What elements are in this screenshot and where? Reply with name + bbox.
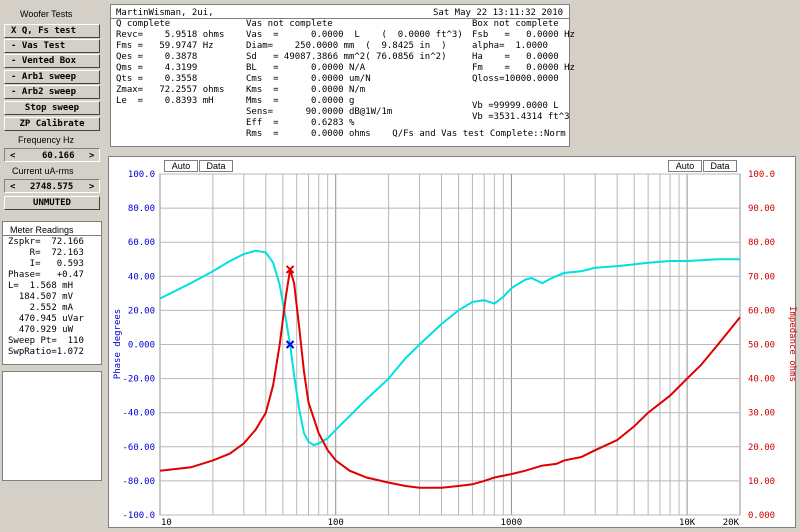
frequency-stepper — [4, 148, 100, 162]
vas-result-line: Vas = 0.0000 L ( 0.0000 ft^3) — [246, 30, 463, 40]
meter-reading-line: R= 72.163 — [8, 248, 84, 258]
current-stepper — [4, 179, 100, 193]
q-result-line: Q complete — [116, 19, 171, 29]
blank-panel — [2, 371, 102, 481]
vas-result-line: BL = 0.0000 N/A — [246, 63, 366, 73]
box-result-line: Fsb = 0.0000 Hz — [472, 30, 575, 40]
vas-result-line: Cms = 0.0000 um/N — [246, 74, 371, 84]
box-volume-line: Vb =99999.0000 L — [472, 101, 559, 111]
frequency-value: 60.166 — [42, 151, 75, 161]
meter-reading-line: 470.929 uW — [8, 325, 74, 335]
vas-result-line: Kms = 0.0000 N/m — [246, 85, 366, 95]
results-panel — [110, 4, 570, 147]
woofer-tests-title: Woofer Tests — [20, 9, 73, 19]
vas-result-line: Sens= 90.0000 dB@1W/1m — [246, 107, 393, 117]
q-result-line: Qms = 4.3199 — [116, 63, 198, 73]
current-decrement-button[interactable]: < — [10, 182, 16, 192]
box-result-line: Box not complete — [472, 19, 559, 29]
vas-result-line: Vas not complete — [246, 19, 333, 29]
q-result-line: Fms = 59.9747 Hz — [116, 41, 214, 51]
q-result-line: Zmax= 72.2557 ohms — [116, 85, 225, 95]
vas-result-line: Sd = 49087.3866 mm^2( 76.0856 in^2) — [246, 52, 447, 62]
meter-reading-line: L= 1.568 mH — [8, 281, 74, 291]
vas-test-button[interactable]: - Vas Test — [4, 39, 100, 53]
timestamp: Sat May 22 13:11:32 2010 — [433, 8, 564, 18]
operator-name: MartinWisman, 2ui, — [116, 8, 214, 18]
meter-readings-title: Meter Readings — [10, 225, 74, 235]
q-result-line: Qts = 0.3558 — [116, 74, 198, 84]
vas-result-line: Diam= 250.0000 mm ( 9.8425 in ) — [246, 41, 447, 51]
meter-reading-line: SwpRatio=1.072 — [8, 347, 84, 357]
frequency-decrement-button[interactable]: < — [10, 151, 16, 161]
q-result-line: Qes = 0.3878 — [116, 52, 198, 62]
vented-box-button[interactable]: - Vented Box — [4, 54, 100, 68]
meter-reading-line: 2.552 mA — [8, 303, 74, 313]
frequency-increment-button[interactable]: > — [89, 151, 95, 161]
vas-result-line: Rms = 0.0000 ohms Q/Fs and Vas test Comp… — [246, 129, 566, 139]
frequency-label: Frequency Hz — [18, 135, 75, 145]
box-result-line: alpha= 1.0000 — [472, 41, 548, 51]
qfs-test-button[interactable]: X Q, Fs test — [4, 24, 100, 38]
current-value: 2748.575 — [30, 182, 74, 192]
stop-sweep-button[interactable]: Stop sweep — [4, 101, 100, 115]
meter-readings-panel — [2, 221, 102, 365]
meter-reading-line: Sweep Pt= 110 — [8, 336, 84, 346]
left-auto-button[interactable]: Auto — [164, 160, 198, 172]
q-result-line: Le = 0.8393 mH — [116, 96, 214, 106]
current-label: Current uA-rms — [12, 166, 74, 176]
right-auto-button[interactable]: Auto — [668, 160, 702, 172]
mute-toggle-button[interactable]: UNMUTED — [4, 196, 100, 210]
arb2-sweep-button[interactable]: - Arb2 sweep — [4, 85, 100, 99]
vas-result-line: Eff = 0.6283 % — [246, 118, 355, 128]
meter-reading-line: Phase= +0.47 — [8, 270, 84, 280]
right-data-button[interactable]: Data — [703, 160, 737, 172]
box-volume-line: Vb =3531.4314 ft^3 — [472, 112, 570, 122]
meter-reading-line: 470.945 uVar — [8, 314, 84, 324]
arb1-sweep-button[interactable]: - Arb1 sweep — [4, 70, 100, 84]
box-result-line: Ha = 0.0000 — [472, 52, 559, 62]
current-increment-button[interactable]: > — [89, 182, 95, 192]
meter-reading-line: Zspkr= 72.166 — [8, 237, 84, 247]
box-result-line: Fm = 0.0000 Hz — [472, 63, 575, 73]
box-result-line: Qloss=10000.0000 — [472, 74, 559, 84]
meter-divider — [3, 235, 101, 236]
meter-reading-line: I= 0.593 — [8, 259, 84, 269]
results-divider — [111, 18, 569, 19]
q-result-line: Revc= 5.9518 ohms — [116, 30, 225, 40]
left-data-button[interactable]: Data — [199, 160, 233, 172]
zp-calibrate-button[interactable]: ZP Calibrate — [4, 117, 100, 131]
vas-result-line: Mms = 0.0000 g — [246, 96, 355, 106]
chart-panel — [108, 156, 796, 528]
meter-reading-line: 184.507 mV — [8, 292, 74, 302]
